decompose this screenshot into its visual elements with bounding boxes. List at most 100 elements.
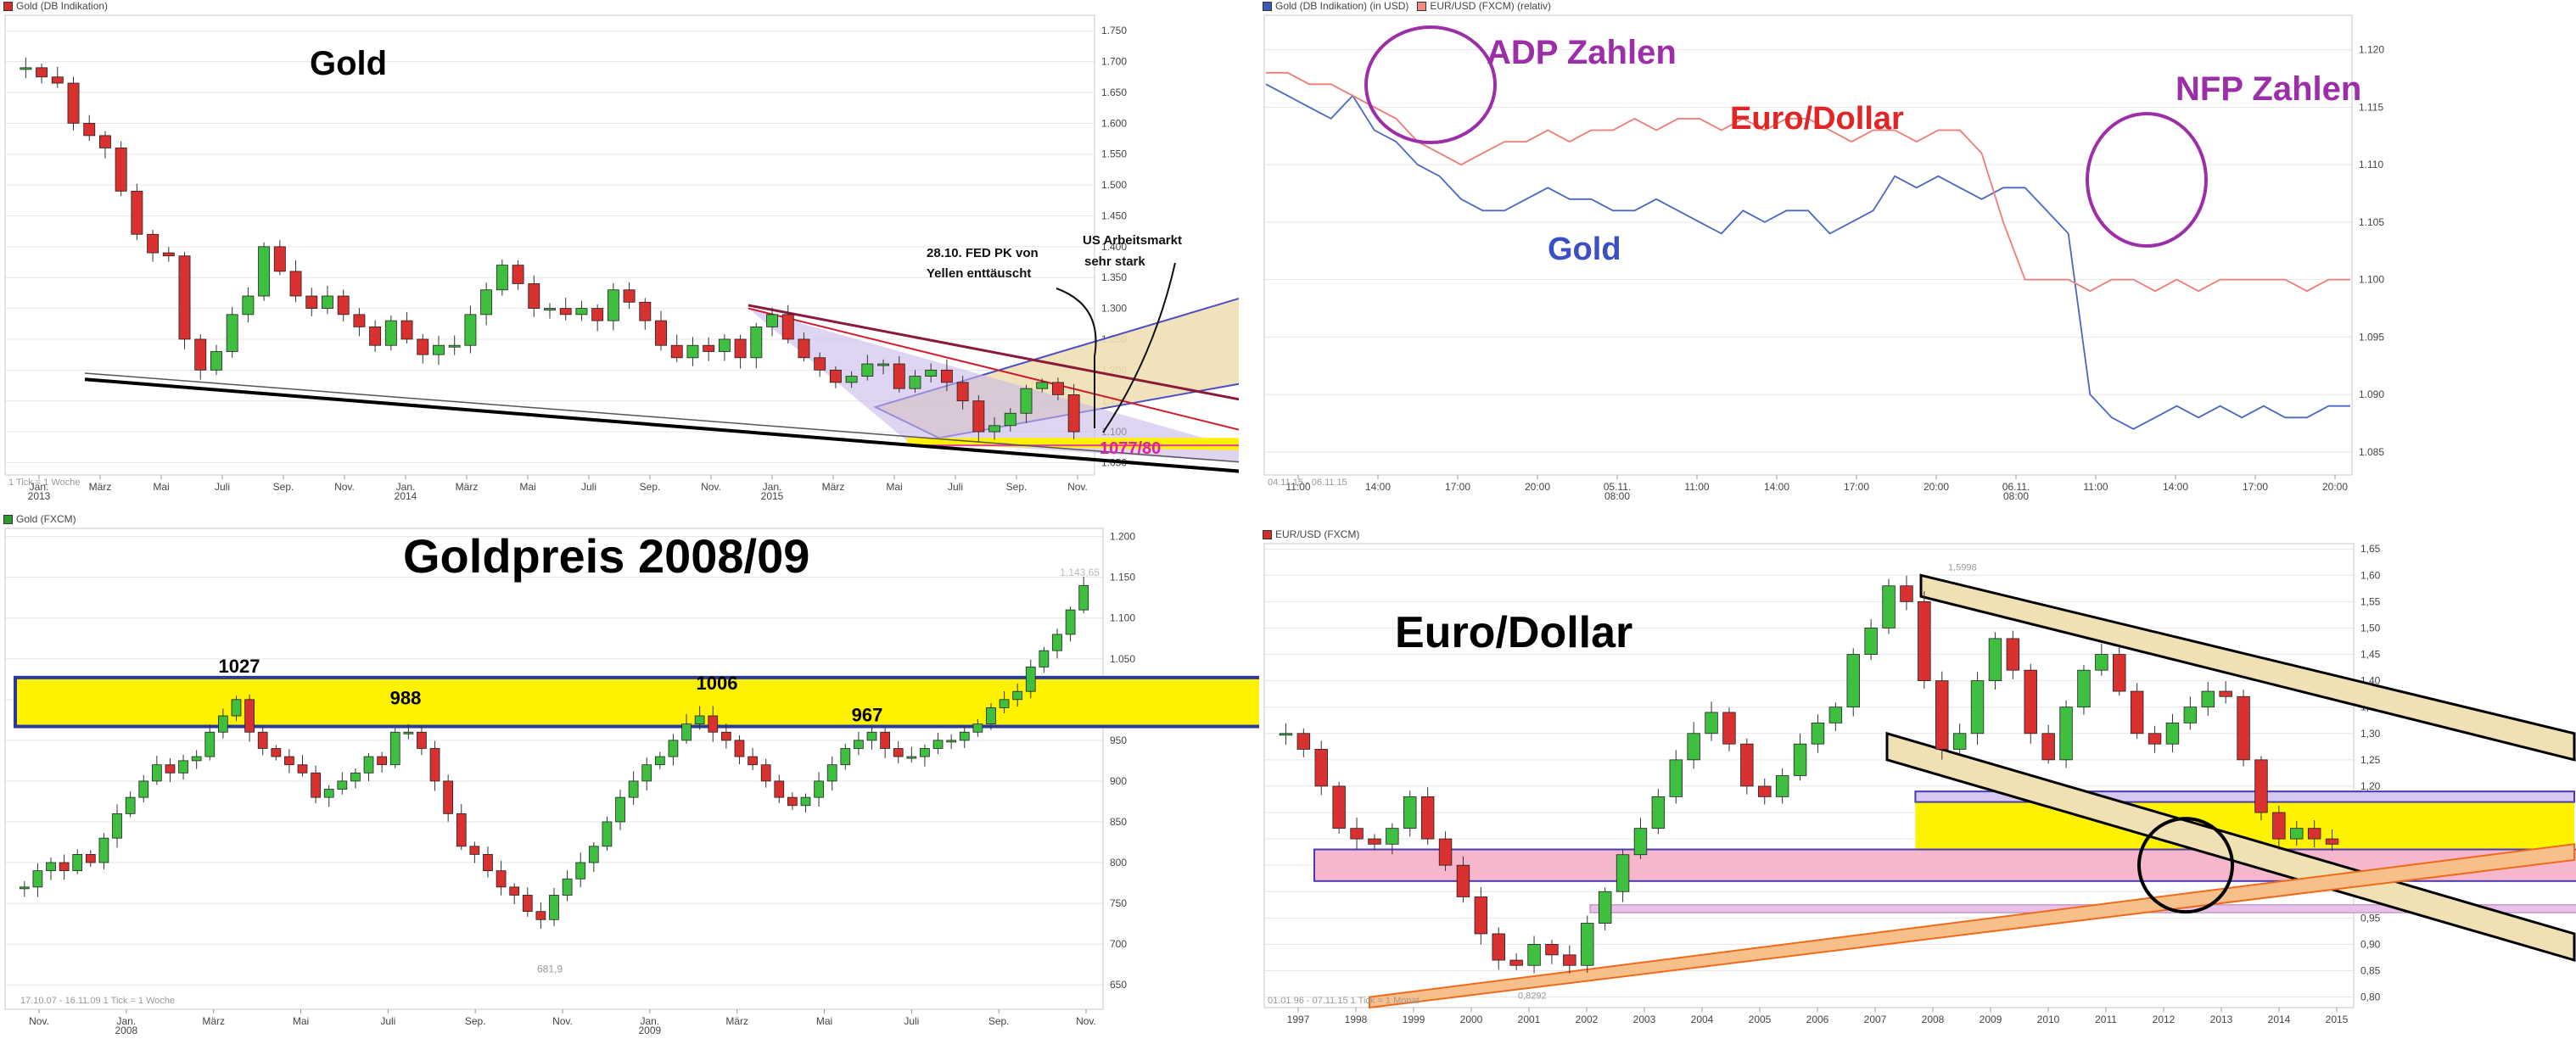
candle bbox=[2325, 838, 2339, 845]
x-tick-label: 2012 bbox=[2153, 1014, 2176, 1025]
x-tick-label: 2002 bbox=[1576, 1014, 1599, 1025]
candle bbox=[703, 344, 715, 352]
x-tick-label: Mai bbox=[886, 481, 902, 493]
x-tick-label: 2015 bbox=[2326, 1014, 2349, 1025]
candle bbox=[861, 363, 874, 377]
x-tick-label: Nov. bbox=[552, 1015, 573, 1027]
candle bbox=[178, 760, 188, 774]
candle bbox=[2095, 654, 2108, 671]
x-tick-label: Mai bbox=[293, 1015, 309, 1027]
candle bbox=[1811, 722, 1825, 745]
candle bbox=[588, 846, 599, 863]
x-tick-label: März bbox=[725, 1015, 748, 1027]
candle bbox=[686, 344, 699, 359]
candle bbox=[1012, 690, 1023, 701]
candle bbox=[1633, 828, 1648, 856]
eurusd-chart: 1,651,601,551,501,451,401,351,301,251,20… bbox=[1263, 543, 2576, 1025]
candle bbox=[734, 338, 747, 359]
extreme-label: 1,5998 bbox=[1948, 562, 1977, 572]
candle bbox=[1314, 749, 1328, 787]
plot-frame bbox=[1263, 543, 2355, 1008]
candle bbox=[1350, 828, 1364, 840]
annotation: Euro/Dollar bbox=[1730, 101, 1904, 137]
chart-title: Goldpreis 2008/09 bbox=[403, 529, 809, 583]
support-line bbox=[84, 377, 1239, 473]
candle bbox=[1793, 743, 1807, 776]
x-tick-label: März bbox=[202, 1015, 225, 1027]
candle bbox=[258, 246, 271, 297]
x-tick-label: Juli bbox=[380, 1015, 395, 1027]
candle bbox=[2201, 690, 2215, 708]
y-tick-label: 1.050 bbox=[1110, 653, 1135, 665]
y-tick-label: 1.100 bbox=[2359, 274, 2384, 286]
candle bbox=[2077, 669, 2091, 708]
candle bbox=[1020, 388, 1033, 414]
y-tick-label: 1.750 bbox=[1101, 25, 1127, 36]
x-tick-label: Nov. bbox=[701, 481, 721, 493]
resistance-line bbox=[748, 304, 1239, 401]
candle bbox=[750, 326, 763, 359]
candle bbox=[59, 862, 70, 872]
x-tick-label: 2006 bbox=[1806, 1014, 1829, 1025]
y-tick-label: 1,60 bbox=[2360, 569, 2381, 581]
legend-label: Gold (FXCM) bbox=[16, 513, 76, 525]
x-tick-label: Jan. 2015 bbox=[761, 481, 784, 502]
y-tick-label: 800 bbox=[1110, 857, 1127, 868]
annotation: sehr stark bbox=[1084, 254, 1145, 269]
x-tick-label: Juli bbox=[904, 1015, 919, 1027]
legend-label: Gold (DB Indikation) bbox=[16, 0, 109, 12]
x-tick-label: Mai bbox=[519, 481, 535, 493]
candle bbox=[528, 283, 540, 309]
candle bbox=[988, 425, 1001, 433]
annotation-arrow bbox=[1056, 288, 1097, 428]
candle bbox=[694, 715, 705, 725]
candle bbox=[162, 252, 175, 257]
support-band bbox=[14, 675, 1259, 729]
candle bbox=[602, 821, 613, 847]
adp-circle bbox=[1364, 25, 1497, 144]
x-tick-label: 2011 bbox=[2095, 1014, 2117, 1025]
candle bbox=[535, 911, 546, 920]
legend-swatch bbox=[1263, 1, 1272, 11]
y-tick-label: 1,45 bbox=[2360, 649, 2381, 661]
candle bbox=[814, 357, 826, 371]
candle bbox=[1952, 733, 1967, 750]
candle bbox=[854, 740, 864, 749]
level-label: 1077/80 bbox=[1100, 439, 1161, 458]
x-tick-label: Nov. bbox=[334, 481, 355, 493]
y-tick-label: 1.200 bbox=[1110, 531, 1135, 543]
candle bbox=[1828, 707, 1843, 723]
y-tick-label: 1,50 bbox=[2360, 622, 2381, 634]
annotation: Gold bbox=[1548, 232, 1621, 267]
candle bbox=[1651, 796, 1666, 829]
candle bbox=[1509, 959, 1523, 966]
candle bbox=[1067, 394, 1080, 433]
x-tick-label: 2005 bbox=[1749, 1014, 1772, 1025]
candle bbox=[417, 338, 429, 355]
candle bbox=[1722, 712, 1736, 745]
y-tick-label: 1.120 bbox=[2359, 44, 2384, 56]
candle bbox=[562, 878, 573, 896]
candle bbox=[906, 756, 917, 759]
candle bbox=[1004, 412, 1016, 427]
candle bbox=[940, 369, 953, 383]
candle bbox=[1052, 634, 1062, 651]
candle bbox=[774, 780, 785, 798]
y-tick-label: 900 bbox=[1110, 775, 1127, 787]
candle bbox=[165, 764, 176, 774]
candle bbox=[1775, 775, 1789, 797]
legend-entry: Gold (FXCM) bbox=[3, 513, 76, 525]
candle bbox=[748, 756, 758, 766]
x-tick-label: Nov. bbox=[1067, 481, 1088, 493]
candle bbox=[766, 314, 778, 327]
x-tick-label: Mai bbox=[816, 1015, 832, 1027]
x-tick-label: 2014 bbox=[2268, 1014, 2291, 1025]
candle bbox=[231, 699, 242, 717]
level-label: 1006 bbox=[697, 673, 738, 694]
candle bbox=[670, 344, 683, 359]
y-tick-label: 1.350 bbox=[1101, 271, 1127, 283]
candle bbox=[909, 376, 921, 389]
yellow-zone bbox=[907, 438, 1239, 450]
x-tick-label: 2004 bbox=[1691, 1014, 1714, 1025]
candle bbox=[273, 246, 286, 272]
